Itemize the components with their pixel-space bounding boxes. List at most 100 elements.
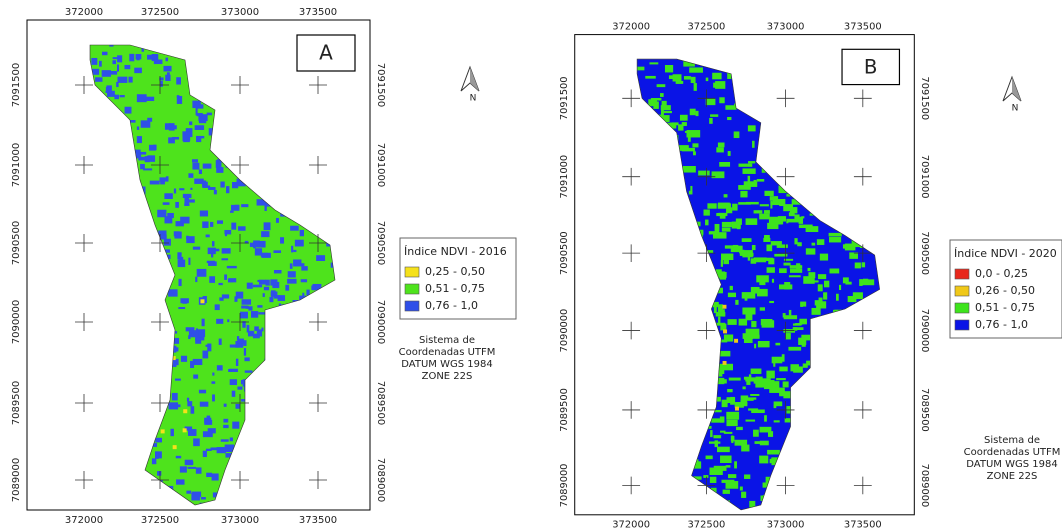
area-patch	[212, 241, 214, 246]
area-patch	[195, 125, 204, 130]
area-patch	[311, 285, 315, 290]
area-patch	[200, 402, 209, 407]
area-patch	[824, 281, 829, 288]
area-patch	[772, 357, 783, 364]
area-patch	[178, 279, 181, 286]
area-patch	[265, 280, 269, 286]
area-patch	[661, 105, 671, 110]
y-coord-label: 7090000	[559, 309, 570, 353]
area-patch	[767, 267, 775, 273]
y-coord-label: 7091500	[375, 63, 386, 108]
area-patch	[743, 386, 746, 389]
area-patch	[186, 491, 191, 494]
area-patch	[232, 422, 239, 429]
area-patch	[95, 77, 102, 81]
area-patch	[743, 168, 756, 174]
area-patch	[698, 171, 709, 176]
area-patch	[719, 97, 724, 103]
panel-label: A	[319, 41, 333, 65]
area-patch	[172, 125, 177, 129]
area-patch	[155, 451, 159, 458]
area-patch	[724, 194, 728, 197]
area-patch	[186, 128, 193, 131]
legend-title: Índice NDVI - 2016	[404, 245, 507, 258]
north-label: N	[470, 94, 477, 104]
area-patch	[230, 379, 237, 385]
area-patch	[152, 458, 156, 464]
area-patch	[167, 72, 170, 79]
x-coord-label: 373000	[767, 22, 805, 33]
area-patch	[193, 359, 203, 365]
area-patch	[210, 222, 213, 227]
area-patch	[715, 81, 725, 89]
area-patch	[193, 375, 198, 379]
area-patch	[177, 252, 181, 259]
area-patch	[693, 151, 696, 155]
area-patch	[217, 365, 223, 370]
area-spot	[183, 409, 187, 413]
area-patch	[734, 461, 737, 468]
area-patch	[112, 60, 116, 64]
y-coord-label: 7090000	[919, 309, 930, 353]
legend-label: 0,76 - 1,0	[975, 318, 1028, 331]
area-patch	[228, 278, 236, 282]
crs-text: Sistema de	[984, 435, 1040, 446]
area-patch	[295, 240, 304, 247]
x-coord-label: 373000	[221, 7, 259, 18]
area-patch	[223, 419, 228, 423]
area-patch	[191, 406, 195, 414]
area-patch	[836, 294, 839, 301]
area-spot	[161, 429, 165, 433]
area-patch	[118, 77, 128, 83]
area-patch	[182, 300, 187, 304]
area-patch	[706, 456, 713, 460]
area-patch	[280, 237, 284, 243]
area-patch	[199, 170, 202, 174]
y-coord-label: 7089000	[559, 464, 570, 508]
legend-label: 0,51 - 0,75	[425, 282, 485, 295]
area-patch	[806, 248, 816, 254]
area-patch	[797, 242, 802, 246]
area-patch	[709, 118, 712, 124]
area-patch	[740, 487, 743, 491]
area-patch	[176, 77, 181, 84]
area-patch	[189, 121, 192, 125]
area-patch	[719, 162, 730, 167]
area-patch	[231, 205, 239, 211]
area-patch	[157, 210, 166, 218]
area-patch	[192, 492, 201, 497]
area-patch	[816, 301, 826, 308]
area-patch	[128, 77, 132, 83]
area-patch	[195, 277, 197, 282]
area-patch	[660, 93, 664, 97]
area-patch	[197, 269, 207, 277]
area-patch	[784, 282, 790, 289]
area-patch	[244, 348, 246, 356]
area-patch	[179, 188, 184, 190]
x-coord-label: 372000	[65, 515, 103, 526]
area-patch	[257, 305, 262, 307]
area-patch	[692, 143, 698, 147]
area-patch	[291, 246, 293, 253]
x-coord-label: 372000	[612, 22, 650, 33]
area-patch	[160, 81, 163, 87]
area-patch	[721, 260, 723, 267]
area-patch	[290, 226, 299, 231]
area-patch	[802, 344, 806, 347]
area-patch	[168, 137, 175, 143]
area-patch	[784, 315, 797, 319]
area-patch	[193, 438, 200, 446]
area-patch	[768, 431, 773, 437]
area-patch	[287, 279, 296, 284]
area-patch	[808, 272, 815, 278]
area-patch	[235, 404, 239, 409]
area-patch	[793, 327, 803, 330]
area-patch	[212, 473, 219, 480]
area-patch	[137, 136, 142, 143]
area-patch	[750, 394, 759, 396]
x-coord-label: 372000	[612, 520, 650, 530]
area-patch	[198, 329, 205, 337]
area-patch	[163, 202, 170, 205]
area-spot	[183, 428, 187, 432]
area-patch	[230, 211, 234, 213]
